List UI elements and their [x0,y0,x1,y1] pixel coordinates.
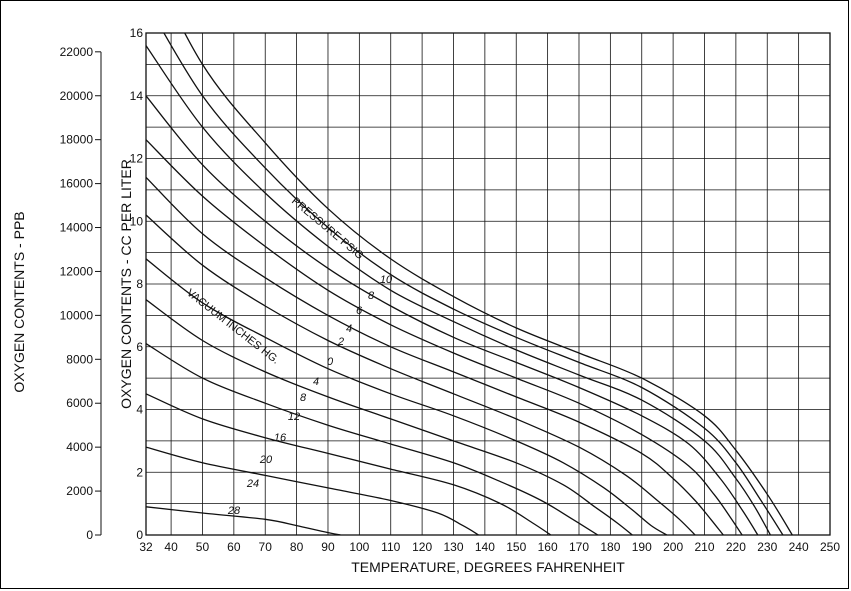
x-tick-label: 180 [600,540,620,554]
ppb-tick-label: 20000 [60,89,94,103]
ppb-tick-label: 8000 [66,352,93,366]
pressure-group-label: PRESSURE PSIG [289,195,366,262]
x-tick-label: 70 [259,540,273,554]
ppb-axis: 0 2000 4000 6000 8000 10000 12000 14000 16000 180… [60,45,102,542]
curve-label-vacuum-16: 16 [274,432,287,444]
x-tick-label: 130 [443,540,463,554]
curve-label-vacuum-28: 28 [227,505,241,517]
curve-label-pressure-0: 0 [327,356,334,368]
ppb-tick-label: 2000 [66,484,93,498]
y-tick-label: 4 [136,403,143,417]
ppb-tick-label: 16000 [60,177,94,191]
ppb-tick-label: 18000 [60,133,94,147]
x-tick-label: 90 [321,540,335,554]
ppb-tick-label: 10000 [60,308,94,322]
y-tick-label: 6 [136,340,143,354]
x-tick-label: 250 [820,540,840,554]
y-axis-ticks: 0 2 4 6 8 10 12 14 16 [130,26,144,542]
curve-label-pressure-10: 10 [380,274,393,286]
curve-label-vacuum-8: 8 [300,392,307,404]
x-axis-ticks: 32 40 50 60 70 80 90 100 110 120 130 140 150 160 170 18… [139,540,840,554]
curve-label-pressure-6: 6 [356,305,363,317]
curve-pressure-10 [183,33,793,535]
ppb-tick-label: 6000 [66,396,93,410]
x-tick-label: 100 [349,540,369,554]
x-tick-label: 210 [694,540,714,554]
curve-vacuum-12 [146,299,633,535]
y-tick-label: 10 [130,214,144,228]
x-tick-label: 60 [227,540,241,554]
curve-label-vacuum-24: 24 [246,478,259,490]
curve-label-pressure-4: 4 [346,323,352,335]
curve-label-pressure-2: 2 [337,336,344,348]
x-tick-label: 140 [475,540,495,554]
x-tick-label: 40 [164,540,178,554]
y-tick-label: 16 [130,26,144,40]
ppb-tick-label: 4000 [66,440,93,454]
y-tick-label: 8 [136,277,143,291]
ppb-tick-label: 12000 [60,264,94,278]
curve-label-pressure-8: 8 [368,290,375,302]
ppb-axis-title: OXYGEN CONTENTS - PPB [11,211,27,392]
x-tick-label: 220 [726,540,746,554]
x-tick-label: 110 [381,540,400,554]
curve-vacuum-4 [146,214,696,535]
plot-area-border [145,32,831,536]
curve-vacuum-16 [146,343,599,535]
curves [146,33,793,535]
curve-pressure-2 [146,139,743,535]
x-tick-label: 170 [569,540,589,554]
x-axis-title: TEMPERATURE, DEGREES FAHRENHEIT [351,559,625,575]
x-tick-label: 80 [290,540,304,554]
x-tick-label: 240 [789,540,809,554]
x-tick-label: 160 [538,540,558,554]
ppb-tick-label: 14000 [60,221,94,235]
x-tick-label: 32 [139,540,153,554]
y-tick-label: 0 [136,528,143,542]
y-tick-label: 14 [130,89,144,103]
vacuum-group-label: VACUUM INCHES HG. [184,287,281,367]
x-tick-label: 200 [663,540,683,554]
curve-label-vacuum-20: 20 [259,454,273,466]
curve-vacuum-28 [146,506,341,535]
x-tick-label: 50 [196,540,210,554]
y-tick-label: 12 [130,152,144,166]
x-tick-label: 150 [506,540,526,554]
ppb-tick-label: 0 [86,528,93,542]
curve-vacuum-24 [146,446,479,535]
curve-vacuum-8 [146,258,668,535]
x-tick-label: 230 [757,540,777,554]
y-tick-label: 2 [136,465,143,479]
curve-label-vacuum-12: 12 [288,411,300,423]
curve-label-vacuum-4: 4 [313,376,319,388]
curve-pressure-8 [163,33,784,535]
ppb-tick-label: 22000 [60,45,94,59]
curve-pressure-4 [146,95,759,535]
y-axis-title: OXYGEN CONTENTS - CC PER LITER [118,159,134,409]
grid [146,33,830,535]
curve-pressure-6 [146,45,771,535]
x-tick-label: 190 [632,540,652,554]
curve-vacuum-20 [146,393,552,535]
x-tick-label: 120 [412,540,432,554]
curve-pressure-0 [146,176,724,535]
